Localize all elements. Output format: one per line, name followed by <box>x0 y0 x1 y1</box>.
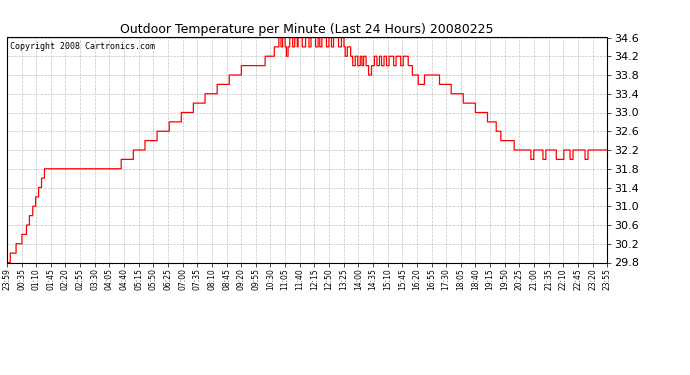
Title: Outdoor Temperature per Minute (Last 24 Hours) 20080225: Outdoor Temperature per Minute (Last 24 … <box>120 23 494 36</box>
Text: Copyright 2008 Cartronics.com: Copyright 2008 Cartronics.com <box>10 42 155 51</box>
